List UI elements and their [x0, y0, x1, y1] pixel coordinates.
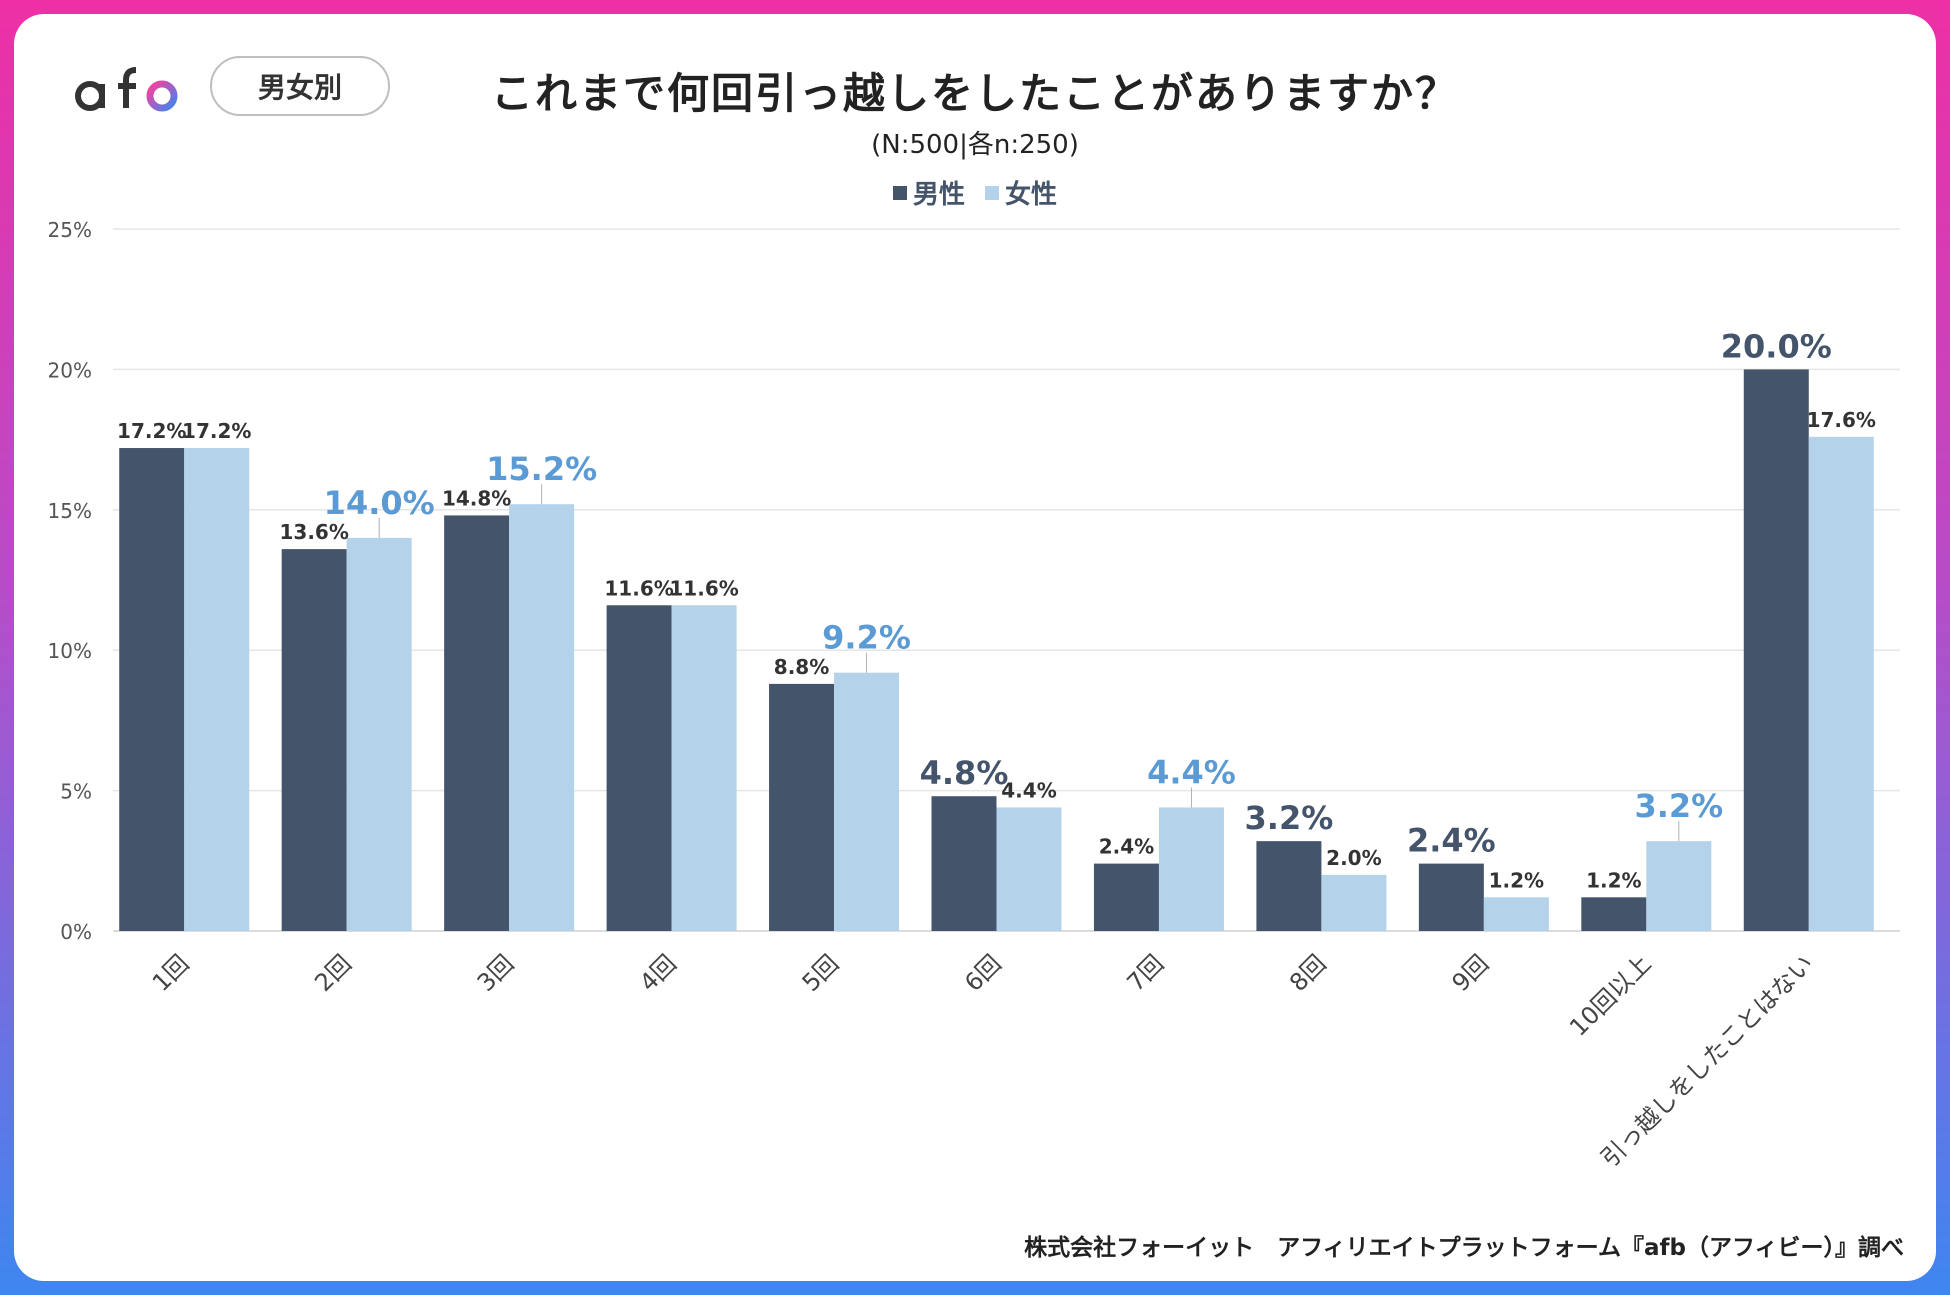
bar-female: [184, 448, 250, 931]
bar-male: [769, 683, 835, 931]
segment-pill: 男女別: [210, 56, 390, 116]
legend: 男性 女性: [0, 174, 1950, 211]
bar-male: [1256, 841, 1322, 931]
data-label-female: 2.0%: [1326, 846, 1381, 870]
legend-swatch-male: [892, 185, 907, 200]
data-label-male: 4.8%: [920, 754, 1009, 792]
bar-male: [1581, 897, 1647, 931]
x-tick-label: 6回: [959, 949, 1007, 997]
bar-male: [1093, 863, 1159, 931]
y-tick-label: 20%: [48, 358, 92, 382]
bar-male: [1418, 863, 1484, 931]
bar-female: [1646, 841, 1712, 931]
data-label-female: 17.6%: [1807, 408, 1876, 432]
chart-title: これまで何回引っ越しをしたことがありますか？: [490, 69, 1459, 118]
source-footer: 株式会社フォーイット アフィリエイトプラットフォーム『afb（アフィビー）』調べ: [1024, 1235, 1904, 1261]
data-label-female: 4.4%: [1001, 778, 1056, 802]
bar-male: [1743, 369, 1809, 931]
legend-label-male: 男性: [912, 180, 965, 210]
x-tick-label: 8回: [1284, 949, 1332, 997]
legend-label-female: 女性: [1005, 180, 1058, 210]
data-label-female: 4.4%: [1147, 753, 1236, 791]
bar-male: [931, 796, 997, 931]
y-tick-label: 10%: [48, 639, 92, 663]
data-label-male: 13.6%: [279, 520, 348, 544]
x-tick-label: 10回以上: [1564, 949, 1656, 1041]
bar-female: [509, 504, 575, 931]
data-label-male: 14.8%: [442, 486, 511, 510]
data-label-female: 15.2%: [486, 450, 597, 488]
afb-logo: [74, 58, 184, 118]
x-tick-label: 3回: [472, 949, 520, 997]
legend-swatch-female: [985, 185, 999, 200]
data-label-male: 2.4%: [1407, 822, 1496, 860]
legend-item-male: 男性: [892, 174, 965, 211]
bar-female: [1808, 436, 1874, 931]
chart-subtitle: (N:500|各n:250): [871, 130, 1079, 160]
x-tick-label: 1回: [147, 949, 195, 997]
data-label-female: 1.2%: [1489, 868, 1544, 892]
data-label-male: 3.2%: [1245, 799, 1334, 837]
x-tick-label: 5回: [797, 949, 845, 997]
x-tick-label: 9回: [1447, 949, 1495, 997]
bar-female: [996, 807, 1062, 931]
data-label-male: 11.6%: [604, 576, 673, 600]
x-tick-label: 4回: [634, 949, 682, 997]
data-label-female: 3.2%: [1634, 787, 1723, 825]
bar-male: [606, 605, 672, 931]
y-tick-label: 25%: [48, 218, 92, 242]
bar-female: [1321, 874, 1387, 931]
bar-male: [281, 549, 347, 931]
bar-female: [1158, 807, 1224, 931]
bar-female: [671, 605, 737, 931]
x-tick-label: 2回: [309, 949, 357, 997]
data-label-male: 2.4%: [1099, 835, 1154, 859]
data-label-female: 11.6%: [669, 576, 738, 600]
data-label-male: 20.0%: [1721, 327, 1832, 365]
bar-female: [346, 537, 412, 931]
data-label-female: 17.2%: [182, 419, 251, 443]
y-tick-label: 0%: [60, 920, 92, 944]
bar-female: [834, 672, 900, 931]
data-label-male: 1.2%: [1586, 868, 1641, 892]
y-tick-label: 5%: [60, 780, 92, 804]
legend-item-female: 女性: [985, 174, 1057, 211]
y-tick-label: 15%: [48, 499, 92, 523]
data-label-female: 9.2%: [822, 619, 911, 657]
afb-logo-icon: [75, 64, 178, 112]
data-label-male: 8.8%: [774, 655, 829, 679]
data-label-female: 14.0%: [324, 484, 435, 522]
bar-female: [1483, 897, 1549, 931]
x-tick-label: 7回: [1122, 949, 1170, 997]
bar-male: [119, 448, 185, 931]
data-label-male: 17.2%: [117, 419, 186, 443]
bar-male: [444, 515, 510, 931]
